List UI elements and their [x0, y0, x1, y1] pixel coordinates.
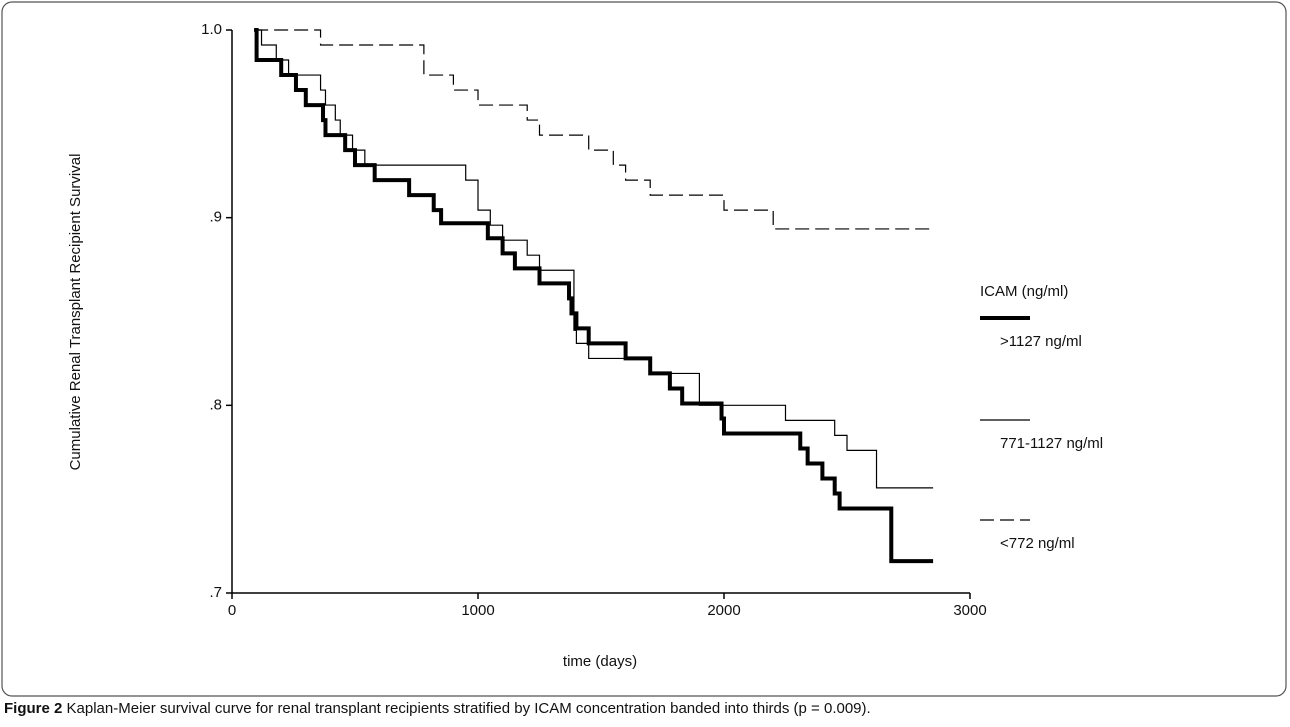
y-axis-label: Cumulative Renal Transplant Recipient Su… [67, 154, 84, 471]
frame [1, 1, 1287, 697]
y-tick-label: 1.0 [201, 21, 222, 38]
x-tick-label: 0 [228, 602, 236, 619]
legend-label: <772 ng/ml [1000, 535, 1075, 552]
y-tick-label: .7 [209, 584, 222, 601]
survival-curve [254, 28, 934, 564]
legend-label: 771-1127 ng/ml [1000, 435, 1103, 452]
y-tick-label: .8 [209, 396, 222, 413]
x-axis-label: time (days) [563, 653, 637, 670]
legend-label: >1127 ng/ml [1000, 333, 1082, 350]
x-tick-label: 2000 [707, 602, 740, 619]
caption-text: Kaplan-Meier survival curve for renal tr… [66, 700, 871, 717]
survival-curve [254, 29, 934, 230]
y-tick-label: .9 [209, 209, 222, 226]
legend-title: ICAM (ng/ml) [980, 283, 1068, 300]
caption: Figure 2 Kaplan-Meier survival curve for… [4, 700, 871, 717]
x-tick-label: 1000 [461, 602, 494, 619]
caption-label: Figure 2 [4, 700, 63, 717]
survival-curve [254, 29, 934, 489]
x-tick-label: 3000 [953, 602, 986, 619]
